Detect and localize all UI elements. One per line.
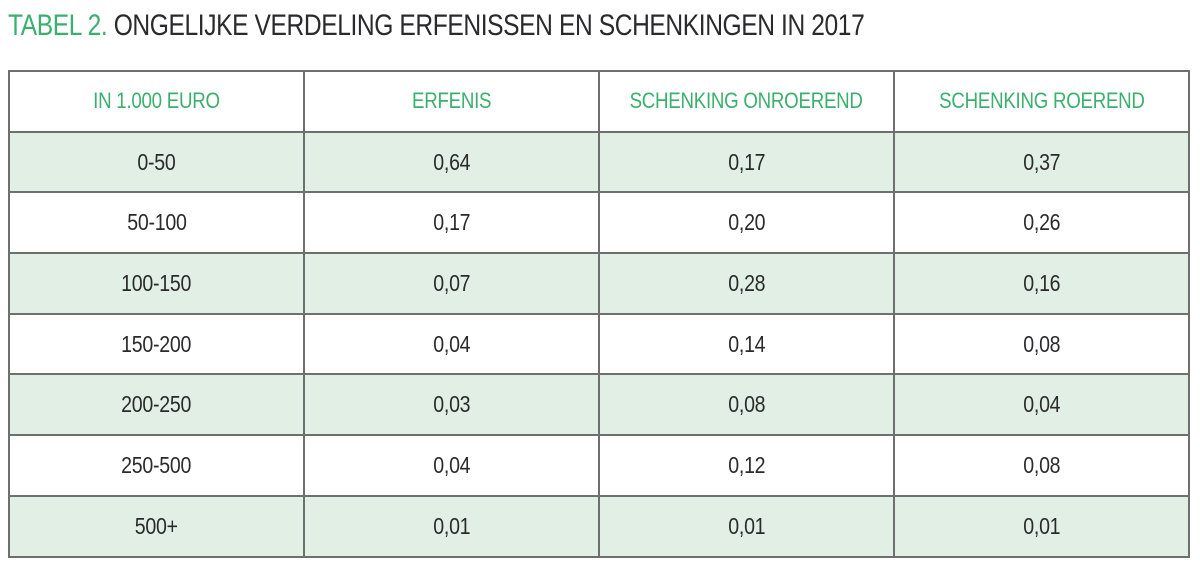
value-cell: 0,08 <box>893 434 1190 497</box>
cell-text: 0,17 <box>727 148 766 175</box>
row-range-cell: 100-150 <box>8 252 305 315</box>
cell-text: 0,16 <box>1022 269 1061 296</box>
value-cell: 0,04 <box>303 434 600 497</box>
value-cell: 0,08 <box>893 312 1190 376</box>
row-range-cell: 50-100 <box>8 191 305 255</box>
row-range-cell: 0-50 <box>8 130 305 194</box>
value-cell: 0,01 <box>303 494 600 558</box>
table-row: 0-50 0,64 0,17 0,37 <box>8 130 1190 194</box>
cell-text: 0,17 <box>432 209 471 236</box>
table-title-number: TABEL 2. <box>8 9 108 42</box>
value-cell: 0,04 <box>303 312 600 376</box>
value-cell: 0,17 <box>303 191 600 255</box>
value-cell: 0,04 <box>893 373 1190 437</box>
value-cell: 0,16 <box>893 252 1190 315</box>
cell-text: 50-100 <box>126 209 187 236</box>
column-header: SCHENKING ONROEREND <box>598 70 895 133</box>
cell-text: 100-150 <box>121 269 192 296</box>
cell-text: 0,14 <box>727 330 766 357</box>
cell-text: 200-250 <box>121 391 192 418</box>
column-header: IN 1.000 EURO <box>8 70 305 133</box>
column-header: ERFENIS <box>303 70 600 133</box>
table-row: 150-200 0,04 0,14 0,08 <box>8 312 1190 376</box>
column-header-label: SCHENKING ONROEREND <box>629 88 864 114</box>
cell-text: 250-500 <box>121 451 192 478</box>
value-cell: 0,64 <box>303 130 600 194</box>
row-range-cell: 200-250 <box>8 373 305 437</box>
cell-text: 0,08 <box>1022 451 1061 478</box>
value-cell: 0,28 <box>598 252 895 315</box>
cell-text: 0,08 <box>727 391 766 418</box>
table-row: 250-500 0,04 0,12 0,08 <box>8 434 1190 497</box>
cell-text: 0,01 <box>1022 512 1061 539</box>
cell-text: 0,08 <box>1022 330 1061 357</box>
table-header-row: IN 1.000 EURO ERFENIS SCHENKING ONROEREND S… <box>8 70 1190 133</box>
row-range-cell: 250-500 <box>8 434 305 497</box>
value-cell: 0,01 <box>598 494 895 558</box>
cell-text: 0-50 <box>137 148 176 175</box>
value-cell: 0,37 <box>893 130 1190 194</box>
cell-text: 0,01 <box>727 512 766 539</box>
value-cell: 0,14 <box>598 312 895 376</box>
value-cell: 0,26 <box>893 191 1190 255</box>
cell-text: 0,01 <box>432 512 471 539</box>
cell-text: 0,03 <box>432 391 471 418</box>
cell-text: 0,20 <box>727 209 766 236</box>
cell-text: 0,37 <box>1022 148 1061 175</box>
cell-text: 500+ <box>134 512 179 539</box>
cell-text: 0,07 <box>432 269 471 296</box>
table-header: IN 1.000 EURO ERFENIS SCHENKING ONROEREND S… <box>8 70 1190 133</box>
value-cell: 0,08 <box>598 373 895 437</box>
column-header: SCHENKING ROEREND <box>893 70 1190 133</box>
table-row: 100-150 0,07 0,28 0,16 <box>8 252 1190 315</box>
value-cell: 0,01 <box>893 494 1190 558</box>
table-row: 50-100 0,17 0,20 0,26 <box>8 191 1190 255</box>
cell-text: 0,04 <box>432 330 471 357</box>
row-range-cell: 150-200 <box>8 312 305 376</box>
cell-text: 0,04 <box>1022 391 1061 418</box>
cell-text: 150-200 <box>121 330 192 357</box>
value-cell: 0,12 <box>598 434 895 497</box>
table-title: TABEL 2. ONGELIJKE VERDELING ERFENISSEN … <box>8 9 865 43</box>
cell-text: 0,26 <box>1022 209 1061 236</box>
value-cell: 0,20 <box>598 191 895 255</box>
cell-text: 0,28 <box>727 269 766 296</box>
column-header-label: IN 1.000 EURO <box>93 88 220 114</box>
value-cell: 0,07 <box>303 252 600 315</box>
column-header-label: ERFENIS <box>411 88 492 114</box>
cell-text: 0,04 <box>432 451 471 478</box>
cell-text: 0,12 <box>727 451 766 478</box>
table-row: 200-250 0,03 0,08 0,04 <box>8 373 1190 437</box>
column-header-label: SCHENKING ROEREND <box>938 88 1145 114</box>
value-cell: 0,17 <box>598 130 895 194</box>
cell-text: 0,64 <box>432 148 471 175</box>
value-cell: 0,03 <box>303 373 600 437</box>
table-row: 500+ 0,01 0,01 0,01 <box>8 494 1190 558</box>
row-range-cell: 500+ <box>8 494 305 558</box>
data-table: IN 1.000 EURO ERFENIS SCHENKING ONROEREND S… <box>8 70 1190 558</box>
table-body: 0-50 0,64 0,17 0,37 50-100 0,17 0,20 0,26 100-15… <box>8 130 1190 558</box>
table-title-text: ONGELIJKE VERDELING ERFENISSEN EN SCHENK… <box>113 9 865 42</box>
